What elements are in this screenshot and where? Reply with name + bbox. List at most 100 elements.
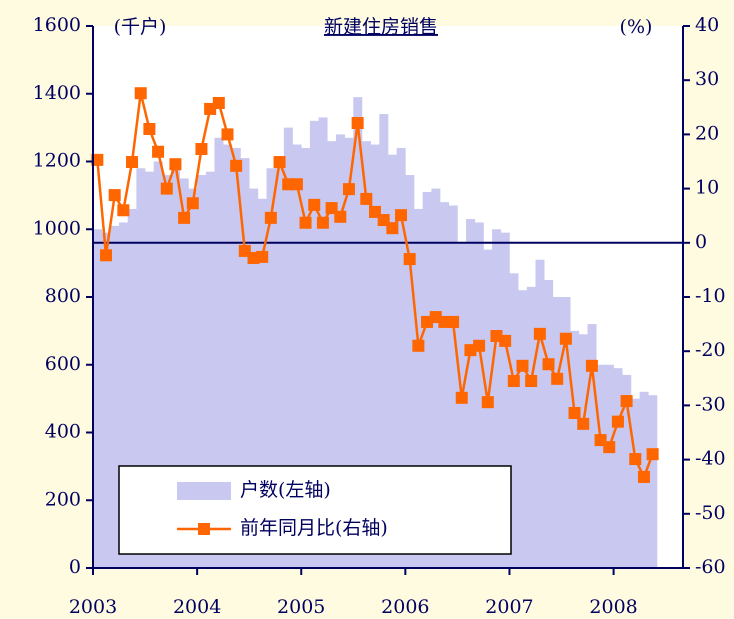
bar [171, 164, 181, 568]
bar [604, 364, 614, 568]
bar [561, 297, 571, 568]
x-tick-label: 2003 [69, 596, 117, 618]
marker [473, 339, 486, 352]
marker [221, 128, 234, 141]
y2-tick-label: 0 [695, 231, 707, 253]
bar [518, 290, 528, 568]
marker [100, 249, 113, 262]
legend-label: 前年同月比(右轴) [240, 517, 388, 539]
marker [629, 453, 642, 466]
bar [613, 368, 623, 568]
bar [162, 175, 172, 569]
marker [273, 156, 286, 169]
marker [230, 159, 243, 172]
x-tick-label: 2006 [381, 596, 429, 618]
bar [388, 154, 397, 568]
bar [570, 330, 580, 568]
bar [145, 171, 155, 568]
bar [509, 273, 519, 568]
marker [212, 96, 225, 109]
x-tick-label: 2008 [589, 596, 637, 618]
legend-label: 户数(左轴) [240, 479, 331, 501]
bar [283, 127, 293, 568]
y2-tick-label: 40 [695, 14, 719, 36]
marker [117, 204, 130, 217]
marker [542, 358, 555, 371]
marker [533, 327, 546, 340]
y-tick-label: 1600 [33, 14, 81, 36]
marker [126, 156, 139, 169]
chart-title: 新建住房销售 [324, 16, 438, 38]
bar [318, 117, 328, 569]
bar [188, 188, 198, 568]
bar [353, 97, 363, 568]
bar [231, 147, 241, 568]
y2-tick-label: 10 [695, 177, 719, 199]
bar [223, 144, 233, 568]
marker [455, 391, 468, 404]
y2-tick-label: -30 [695, 393, 726, 415]
bar [370, 144, 380, 568]
bar [309, 120, 319, 568]
x-tick-label: 2005 [277, 596, 325, 618]
bar [301, 147, 311, 568]
bar [179, 178, 189, 568]
y2-tick-label: -60 [695, 556, 726, 578]
bar [275, 158, 285, 569]
bar [622, 374, 632, 568]
bar [596, 364, 606, 568]
marker [360, 192, 373, 205]
marker [620, 395, 633, 408]
marker [568, 406, 581, 419]
marker [91, 153, 104, 166]
bar [492, 229, 502, 568]
marker [507, 375, 520, 388]
bar [153, 161, 163, 568]
bar [526, 286, 536, 568]
x-tick-label: 2004 [173, 596, 221, 618]
marker [481, 396, 494, 409]
bar [535, 259, 545, 568]
marker [395, 209, 408, 222]
marker [256, 250, 269, 263]
bar [440, 202, 450, 568]
legend-swatch [177, 482, 231, 500]
marker [264, 211, 277, 224]
bar [544, 280, 554, 568]
marker [551, 372, 564, 385]
bar [474, 222, 484, 568]
bar [205, 171, 215, 568]
marker [290, 178, 303, 191]
legend [118, 465, 512, 555]
y2-tick-label: -40 [695, 448, 726, 470]
y2-tick-label: 30 [695, 68, 719, 90]
marker [316, 216, 329, 229]
bar [414, 208, 424, 569]
y-tick-label: 400 [45, 421, 81, 443]
bar [396, 147, 406, 568]
marker [143, 122, 156, 135]
y2-tick-label: -50 [695, 502, 726, 524]
bar [335, 134, 345, 568]
y-tick-label: 200 [45, 488, 81, 510]
marks [91, 87, 683, 569]
bar [448, 205, 458, 568]
y-tick-label: 600 [45, 353, 81, 375]
bar [110, 225, 120, 569]
marker [186, 197, 199, 210]
x-tick-label: 2007 [485, 596, 533, 618]
marker [152, 145, 165, 158]
marker [334, 210, 347, 223]
marker [412, 339, 425, 352]
marker [308, 198, 321, 211]
bar [379, 114, 389, 568]
bar [197, 175, 207, 569]
marker [299, 216, 312, 229]
bar [136, 168, 146, 568]
y-tick-label: 1200 [33, 150, 81, 172]
bar [422, 191, 432, 569]
bar [466, 219, 476, 568]
marker [585, 359, 598, 372]
bar [127, 208, 137, 569]
